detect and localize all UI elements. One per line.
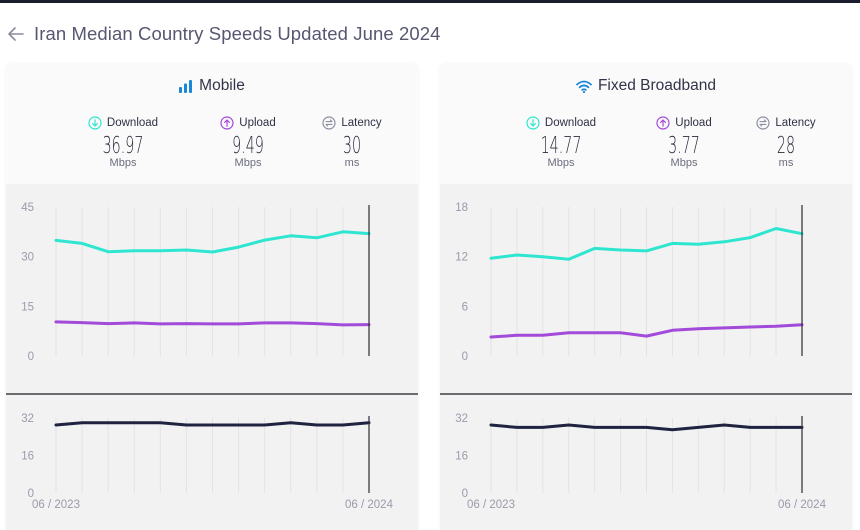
metric-unit: Mbps	[234, 157, 262, 169]
x-tick-label: 06 / 2023	[32, 499, 80, 511]
card-title-text: Mobile	[199, 77, 245, 94]
x-tick-label: 06 / 2024	[778, 499, 827, 511]
metric-label: Download	[106, 117, 159, 129]
wifi-icon	[576, 80, 592, 93]
metric-label: Upload	[675, 117, 712, 129]
upload-arrow-icon	[656, 116, 670, 130]
metric-value: 9.49	[232, 133, 264, 159]
page-title: Iran Median Country Speeds Updated June …	[34, 23, 441, 44]
x-tick-label: 06 / 2024	[345, 499, 394, 511]
latency-metric: Latency 30 ms	[297, 114, 407, 169]
y-tick-label: 30	[21, 252, 34, 264]
arrow-left-icon[interactable]	[6, 24, 26, 44]
y-tick-label: 0	[28, 488, 34, 500]
card-title: Mobile	[6, 77, 418, 95]
metric-label: Latency	[341, 117, 382, 129]
y-tick-label: 16	[21, 451, 34, 463]
card-title: Fixed Broadband	[440, 77, 852, 95]
upload-arrow-icon	[220, 116, 234, 130]
latency-icon	[322, 116, 336, 130]
latency-icon	[756, 116, 770, 130]
y-tick-label: 18	[455, 202, 468, 214]
download-metric: Download 36.97 Mbps	[68, 114, 178, 169]
metric-value: 3.77	[668, 133, 700, 159]
card-header: Mobile Download 36.97 Mbps Upload 9.49 M…	[6, 64, 418, 184]
card-title-text: Fixed Broadband	[597, 77, 717, 94]
y-tick-label: 32	[21, 413, 34, 425]
mobile-chart[interactable]: 0 15 30 45 0 16 32 06 / 2023 06 / 2024	[6, 64, 418, 530]
metric-unit: ms	[344, 157, 360, 169]
download-arrow-icon	[526, 116, 540, 130]
metric-value: 36.97	[102, 133, 144, 159]
upload-metric: Upload 3.77 Mbps	[629, 114, 739, 169]
y-tick-label: 32	[455, 413, 468, 425]
top-bar	[0, 0, 860, 3]
metric-unit: Mbps	[109, 157, 137, 169]
y-tick-label: 12	[455, 252, 468, 264]
metric-unit: Mbps	[547, 157, 575, 169]
page-header: Iran Median Country Speeds Updated June …	[6, 20, 441, 48]
metric-label: Latency	[775, 117, 816, 129]
latency-metric: Latency 28 ms	[731, 114, 841, 169]
card-header: Fixed Broadband Download 14.77 Mbps Uplo…	[440, 64, 852, 184]
metric-unit: Mbps	[670, 157, 698, 169]
download-metric: Download 14.77 Mbps	[506, 114, 616, 169]
y-tick-label: 15	[21, 301, 34, 313]
y-tick-label: 6	[462, 301, 468, 313]
x-tick-label: 06 / 2023	[467, 499, 515, 511]
broadband-card: Fixed Broadband Download 14.77 Mbps Uplo…	[440, 64, 852, 530]
download-arrow-icon	[88, 116, 102, 130]
mobile-card: Mobile Download 36.97 Mbps Upload 9.49 M…	[6, 64, 418, 530]
y-tick-label: 16	[455, 451, 468, 463]
metric-value: 28	[776, 133, 796, 159]
metric-label: Download	[544, 117, 597, 129]
y-tick-label: 0	[462, 488, 468, 500]
y-tick-label: 0	[462, 351, 468, 363]
signal-bars-icon	[179, 79, 193, 93]
metric-value: 14.77	[540, 133, 582, 159]
broadband-chart[interactable]: 0 6 12 18 0 16 32 06 / 2023 06 / 2024	[440, 64, 852, 530]
y-tick-label: 0	[28, 351, 34, 363]
y-tick-label: 45	[21, 202, 34, 214]
metric-label: Upload	[239, 117, 276, 129]
upload-metric: Upload 9.49 Mbps	[193, 114, 303, 169]
metric-unit: ms	[778, 157, 794, 169]
metric-value: 30	[342, 133, 362, 159]
